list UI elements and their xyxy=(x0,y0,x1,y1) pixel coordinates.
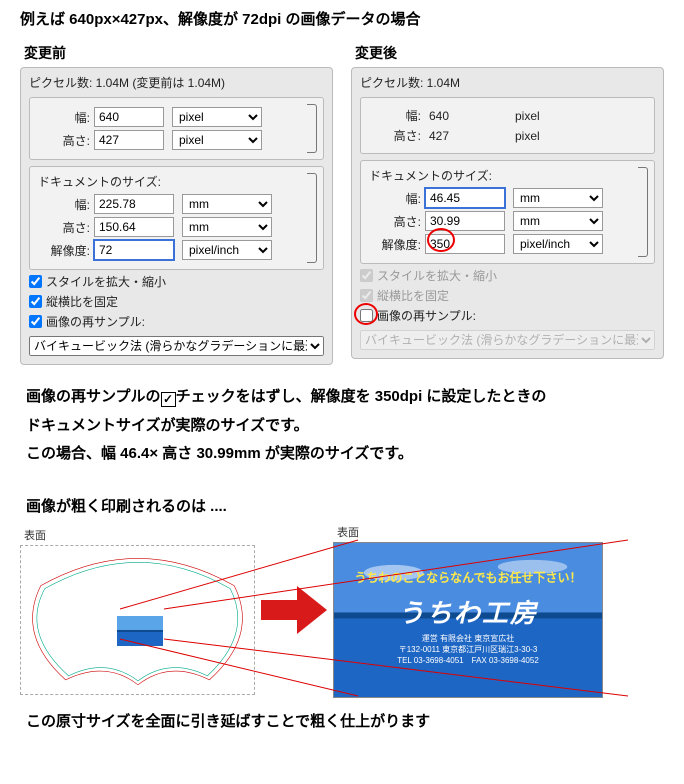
surface-label: 表面 xyxy=(333,522,603,542)
doc-size-label: ドキュメントのサイズ: xyxy=(38,173,315,190)
res-input[interactable] xyxy=(94,240,174,260)
height-input[interactable] xyxy=(94,130,164,150)
after-column: 変更後 ピクセル数: 1.04M 幅: 640 pixel 高さ: 427 pi… xyxy=(351,43,664,365)
before-column: 変更前 ピクセル数: 1.04M (変更前は 1.04M) 幅: pixel 高… xyxy=(20,43,333,365)
before-panel: ピクセル数: 1.04M (変更前は 1.04M) 幅: pixel 高さ: p… xyxy=(20,67,333,365)
res-input[interactable] xyxy=(425,234,505,254)
doc-height-unit[interactable]: mm xyxy=(513,211,603,231)
arrow-right-icon xyxy=(259,580,329,640)
height-label: 高さ: xyxy=(369,127,425,144)
link-bracket-icon xyxy=(307,173,317,263)
height-unit-select[interactable]: pixel xyxy=(172,130,262,150)
doc-size-label: ドキュメントのサイズ: xyxy=(369,167,646,184)
banner-title: うちわ工房 xyxy=(334,593,602,630)
section2-title: 画像が粗く印刷されるのは .... xyxy=(20,495,664,516)
doc-width-unit[interactable]: mm xyxy=(182,194,272,214)
res-label: 解像度: xyxy=(369,236,425,253)
after-panel: ピクセル数: 1.04M 幅: 640 pixel 高さ: 427 pixel … xyxy=(351,67,664,359)
doc-width-unit[interactable]: mm xyxy=(513,188,603,208)
doc-box: ドキュメントのサイズ: 幅: mm 高さ: mm 解像度: xyxy=(29,166,324,270)
section2-caption: この原寸サイズを全面に引き延ばすことで粗く仕上がります xyxy=(20,710,664,731)
doc-box: ドキュメントのサイズ: 幅: mm 高さ: mm 解像度: xyxy=(360,160,655,264)
width-input[interactable] xyxy=(94,107,164,127)
fan-figure: 表面 xyxy=(20,525,255,695)
surface-label: 表面 xyxy=(20,525,255,545)
method-select: バイキュービック法 (滑らかなグラデーションに最適) xyxy=(360,330,655,350)
doc-height-label: 高さ: xyxy=(38,219,94,236)
enlarged-figure: 表面 うちわのことならなんでもお任せ下さい！ うちわ工房 運営 有限会社 東京宣… xyxy=(333,522,603,698)
width-value: 640 xyxy=(425,109,495,123)
res-unit[interactable]: pixel/inch xyxy=(182,240,272,260)
doc-height-label: 高さ: xyxy=(369,213,425,230)
style-scale-checkbox[interactable]: スタイルを拡大・縮小 xyxy=(29,273,324,290)
height-value: 427 xyxy=(425,129,495,143)
panels-row: 変更前 ピクセル数: 1.04M (変更前は 1.04M) 幅: pixel 高… xyxy=(20,43,664,365)
after-label: 変更後 xyxy=(351,43,664,63)
banner-image: うちわのことならなんでもお任せ下さい！ うちわ工房 運営 有限会社 東京宣広社 … xyxy=(333,542,603,698)
method-select[interactable]: バイキュービック法 (滑らかなグラデーションに最適) xyxy=(29,336,324,356)
res-unit[interactable]: pixel/inch xyxy=(513,234,603,254)
pixel-count: ピクセル数: 1.04M xyxy=(360,74,655,91)
section-2: 画像が粗く印刷されるのは .... 表面 xyxy=(20,495,664,731)
doc-height-input[interactable] xyxy=(94,217,174,237)
banner-arc-text: うちわのことならなんでもお任せ下さい！ xyxy=(334,568,602,586)
aspect-lock-checkbox: 縦横比を固定 xyxy=(360,287,655,304)
thumbnail-image xyxy=(117,616,163,646)
width-label: 幅: xyxy=(38,109,94,126)
height-unit: pixel xyxy=(495,129,540,143)
inline-checkbox-icon: ✓ xyxy=(161,392,176,407)
pixel-count: ピクセル数: 1.04M (変更前は 1.04M) xyxy=(29,74,324,91)
intro-text: 例えば 640px×427px、解像度が 72dpi の画像データの場合 xyxy=(20,8,664,29)
doc-width-input[interactable] xyxy=(425,188,505,208)
link-bracket-icon xyxy=(307,104,317,153)
style-scale-checkbox: スタイルを拡大・縮小 xyxy=(360,267,655,284)
resample-checkbox[interactable]: 画像の再サンプル: xyxy=(29,313,324,330)
doc-width-label: 幅: xyxy=(38,196,94,213)
height-label: 高さ: xyxy=(38,132,94,149)
width-unit-select[interactable]: pixel xyxy=(172,107,262,127)
resample-checkbox[interactable]: 画像の再サンプル: xyxy=(360,307,655,324)
pixel-box: 幅: pixel 高さ: pixel xyxy=(29,97,324,160)
pixel-box: 幅: 640 pixel 高さ: 427 pixel xyxy=(360,97,655,154)
aspect-lock-checkbox[interactable]: 縦横比を固定 xyxy=(29,293,324,310)
link-bracket-icon xyxy=(638,167,648,257)
doc-width-label: 幅: xyxy=(369,190,425,207)
width-unit: pixel xyxy=(495,109,540,123)
res-label: 解像度: xyxy=(38,242,94,259)
doc-height-unit[interactable]: mm xyxy=(182,217,272,237)
before-label: 変更前 xyxy=(20,43,333,63)
explanation-text: 画像の再サンプルの✓チェックをはずし、解像度を 350dpi に設定したときの … xyxy=(26,383,658,469)
banner-subinfo: 運営 有限会社 東京宣広社 〒132-0011 東京都江戸川区瑞江3-30-3 … xyxy=(334,633,602,667)
width-label: 幅: xyxy=(369,107,425,124)
doc-height-input[interactable] xyxy=(425,211,505,231)
doc-width-input[interactable] xyxy=(94,194,174,214)
